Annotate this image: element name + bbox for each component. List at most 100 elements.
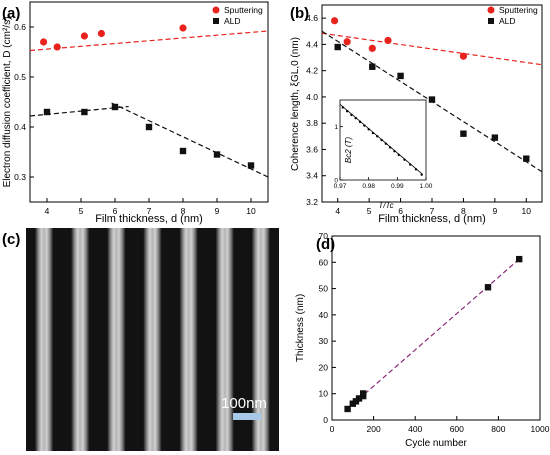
data-point: [40, 38, 48, 46]
legend-marker-sputtering-a: [212, 6, 220, 14]
fit-line: [321, 32, 543, 66]
axis-ticks-a: 4 5 6 7 8 9 10 0.3 0.4 0.5 0.6: [14, 22, 256, 216]
x-axis-label-d: Cycle number: [405, 438, 467, 449]
data-point: [179, 147, 187, 155]
data-point: [97, 29, 105, 38]
inset-data-points: [341, 106, 423, 176]
scale-bar: [233, 413, 261, 420]
data-point: [343, 38, 351, 46]
x-tick-label: 400: [408, 424, 422, 434]
x-tick-label: 4: [335, 206, 340, 216]
inset-x-axis-label: T/Tc: [378, 201, 393, 210]
inset-data-point: [388, 146, 392, 149]
y-tick-label: 4.4: [306, 39, 318, 49]
inset-data-point: [345, 110, 349, 113]
data-point: [397, 72, 404, 80]
inset-data-point: [380, 138, 383, 142]
data-point: [334, 43, 341, 51]
data-point: [360, 390, 367, 397]
data-point: [213, 151, 221, 158]
data-point: [344, 405, 351, 413]
y-tick-label: 4.2: [306, 66, 318, 76]
fit-lines-d: [346, 258, 520, 411]
y-axis-label-a: Electron diffusion coefficient, D (cm²/s…: [2, 17, 13, 188]
inset-data-point: [420, 173, 423, 176]
x-tick-label: 7: [147, 206, 152, 216]
legend-a: Sputtering ALD: [212, 5, 263, 26]
inset-data-point: [350, 113, 353, 117]
y-tick-label: 3.4: [306, 171, 318, 181]
inset-y-tick-label: 0: [334, 178, 338, 185]
data-point: [484, 284, 492, 291]
plot-frame-a: [29, 1, 269, 203]
y-tick-label: 0: [323, 415, 328, 425]
inset-data-point: [354, 116, 357, 120]
inset-data-point: [384, 142, 388, 145]
x-axis-label-a: Film thickness, d (nm): [95, 213, 203, 225]
panel-d: (d) 0 200 400 600 800 1000 0 10 20 30 40 50 60 70 Cyc…: [295, 231, 550, 449]
inset-y-axis-label: Bc2 (T): [344, 137, 353, 164]
data-point: [384, 36, 392, 45]
sem-stripe: [215, 228, 234, 451]
x-tick-label: 6: [398, 206, 403, 216]
inset-data-point: [397, 153, 400, 157]
plot-frame-d: [331, 235, 541, 421]
x-tick-label: 5: [367, 206, 372, 216]
legend-marker-sputtering-b: [487, 6, 495, 14]
x-tick-label: 5: [79, 206, 84, 216]
inset-fit-line: [339, 103, 422, 174]
y-tick-label: 10: [319, 389, 329, 399]
inset-data-point: [358, 120, 362, 124]
x-tick-label: 0: [330, 424, 335, 434]
fit-line: [29, 30, 269, 52]
x-tick-label: 8: [181, 206, 186, 216]
x-tick-label: 200: [367, 424, 381, 434]
y-tick-label: 0.4: [14, 122, 26, 132]
inset-data-point: [403, 158, 406, 161]
inset-data-point: [409, 163, 412, 166]
data-point: [460, 130, 467, 137]
fit-lines-a: [29, 30, 269, 178]
legend-b: Sputtering ALD: [487, 5, 538, 26]
data-point: [368, 44, 376, 52]
x-tick-label: 800: [491, 424, 505, 434]
x-tick-label: 9: [492, 206, 497, 216]
sem-stripe: [35, 228, 54, 451]
legend-marker-ald-b: [488, 18, 494, 24]
data-point: [428, 96, 436, 103]
data-point: [247, 162, 255, 169]
data-point: [459, 52, 468, 60]
inset-data-point: [393, 150, 396, 153]
y-tick-label: 40: [319, 310, 329, 320]
y-tick-label: 4.0: [306, 92, 318, 102]
y-tick-label: 0.3: [14, 172, 26, 182]
legend-label-ald-a: ALD: [224, 16, 241, 26]
y-tick-label: 60: [319, 257, 329, 267]
data-point: [491, 134, 499, 141]
inset-x-tick-label: 1.00: [420, 183, 433, 190]
y-axis-label-b: Coherence length, ξGL,0 (nm): [290, 37, 301, 171]
data-point: [53, 43, 61, 51]
x-axis-label-b: Film thickness, d (nm): [378, 213, 486, 225]
x-tick-label: 4: [45, 206, 50, 216]
y-tick-label: 50: [319, 284, 329, 294]
inset-data-point: [414, 168, 418, 171]
x-tick-label: 10: [246, 206, 256, 216]
sem-stripes: [35, 228, 270, 451]
inset-x-tick-label: 0.98: [362, 183, 375, 190]
x-tick-label: 9: [215, 206, 220, 216]
x-tick-label: 1000: [531, 424, 550, 434]
panel-label-d: (d): [316, 236, 335, 253]
panel-b: (b) 4 5 6 7 8 9 103.23.43.63.84.04.24.44.6 Fil…: [290, 4, 543, 225]
data-point: [523, 155, 530, 162]
legend-label-ald-b: ALD: [499, 16, 516, 26]
inset-x-tick-label: 0.97: [334, 183, 347, 190]
sem-stripe: [143, 228, 162, 451]
legend-label-sputtering-b: Sputtering: [499, 5, 538, 15]
panel-label-a: (a): [2, 5, 20, 22]
data-point: [179, 24, 187, 32]
inset-plot: 0.97 0.98 0.99 1.00 0 1 T/Tc Bc2 (T): [334, 99, 433, 210]
x-tick-label: 10: [522, 206, 532, 216]
panel-c: (c) 100nm: [2, 228, 279, 451]
panel-label-c: (c): [2, 231, 20, 248]
